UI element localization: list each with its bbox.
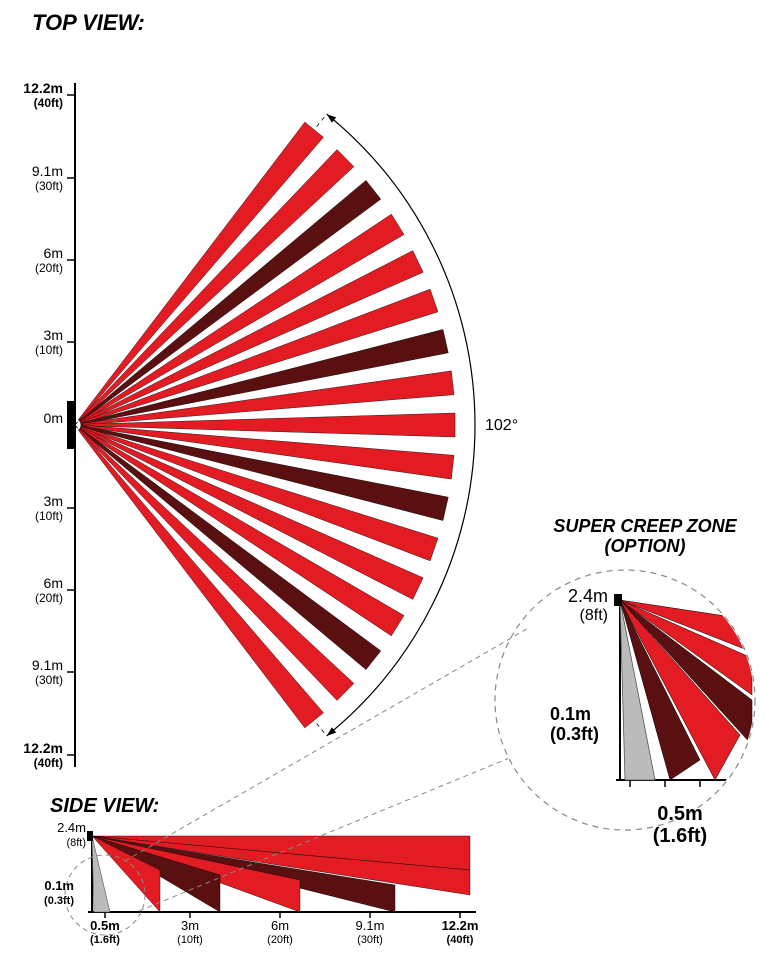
side-x-label-m: 9.1m	[356, 918, 385, 933]
side-creep-h-m: 0.1m	[44, 878, 74, 893]
side-x-label-ft: (30ft)	[357, 934, 383, 946]
top-view-y-label-ft: (30ft)	[35, 673, 63, 687]
side-mount-ft: (8ft)	[66, 837, 86, 849]
top-view-y-label-ft: (40ft)	[34, 96, 63, 110]
side-sensor-icon	[87, 831, 93, 841]
creep-x-ft: (1.6ft)	[653, 825, 707, 847]
top-view-y-label-m: 6m	[44, 575, 63, 591]
creep-h-ft: (0.3ft)	[550, 724, 599, 744]
top-view-y-label-m: 6m	[44, 245, 63, 261]
side-x-label-ft: (10ft)	[177, 934, 203, 946]
diagram-canvas: TOP VIEW:12.2m(40ft)9.1m(30ft)6m(20ft)3m…	[0, 0, 774, 960]
creep-title-1: SUPER CREEP ZONE	[553, 516, 737, 536]
creep-detail-group	[614, 594, 755, 787]
top-view-angle-label: 102°	[485, 417, 518, 434]
top-view-y-label-m: 3m	[44, 327, 63, 343]
side-creep-h-ft: (0.3ft)	[44, 895, 74, 907]
side-view-title: SIDE VIEW:	[50, 795, 159, 817]
top-view-y-label-m: 3m	[44, 493, 63, 509]
sensor-icon	[67, 401, 75, 449]
top-view-title: TOP VIEW:	[32, 10, 145, 35]
top-view-y-label-ft: (10ft)	[35, 509, 63, 523]
side-x-label-m: 3m	[181, 918, 199, 933]
top-view-y-label-m: 0m	[44, 410, 63, 426]
top-view-y-label-ft: (30ft)	[35, 179, 63, 193]
side-x-label-m: 6m	[271, 918, 289, 933]
top-view-y-label-ft: (10ft)	[35, 343, 63, 357]
top-view-y-label-ft: (20ft)	[35, 591, 63, 605]
side-x-label-m: 0.5m	[90, 918, 120, 933]
side-x-label-m: 12.2m	[442, 918, 479, 933]
side-x-label-ft: (40ft)	[447, 934, 474, 946]
creep-h-m: 0.1m	[550, 704, 591, 724]
top-view-y-label-m: 9.1m	[32, 163, 63, 179]
creep-mount-m: 2.4m	[568, 586, 608, 606]
top-view-y-label-m: 9.1m	[32, 657, 63, 673]
creep-x-m: 0.5m	[657, 803, 703, 825]
top-view-y-label-ft: (20ft)	[35, 261, 63, 275]
top-view-y-label-m: 12.2m	[23, 740, 63, 756]
side-x-label-ft: (1.6ft)	[90, 934, 120, 946]
top-view-y-label-ft: (40ft)	[34, 756, 63, 770]
creep-sensor-icon	[614, 594, 622, 606]
top-view-y-label-m: 12.2m	[23, 80, 63, 96]
side-mount-m: 2.4m	[57, 820, 86, 835]
creep-mount-ft: (8ft)	[580, 607, 608, 624]
side-x-label-ft: (20ft)	[267, 934, 293, 946]
creep-title-2: (OPTION)	[605, 536, 686, 556]
